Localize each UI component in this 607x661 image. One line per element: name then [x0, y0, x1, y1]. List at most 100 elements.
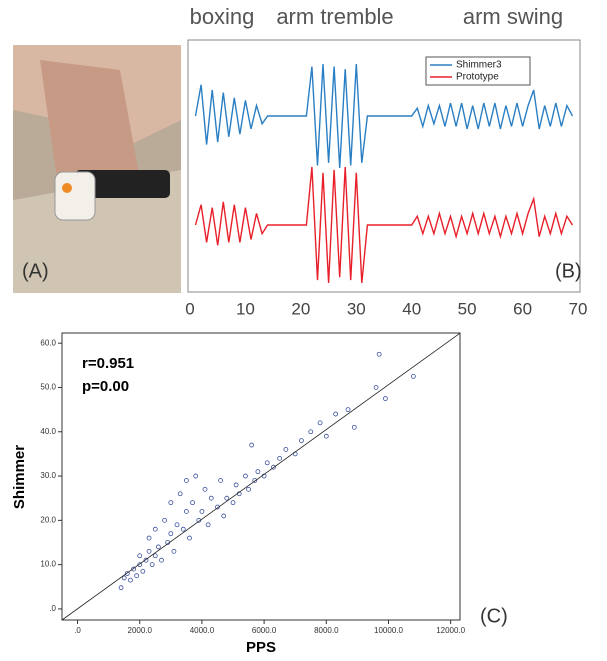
point: [146, 548, 152, 554]
point: [243, 473, 248, 479]
annotation: arm tremble: [276, 4, 393, 29]
point: [233, 482, 239, 488]
device-button: [62, 183, 72, 193]
point: [183, 509, 189, 514]
fit-line: [61, 332, 461, 621]
point: [137, 553, 143, 559]
x-tick-label: 10000.0: [374, 626, 403, 635]
point: [221, 513, 227, 519]
point: [168, 531, 174, 537]
point: [230, 500, 236, 506]
x-tick-label: 60: [513, 299, 532, 318]
annotation: p=0.00: [82, 378, 129, 395]
point: [277, 455, 283, 461]
x-tick-label: .0: [74, 626, 81, 635]
device: [54, 171, 96, 221]
point: [345, 407, 351, 413]
legend-box: [425, 56, 531, 86]
point: [373, 385, 379, 390]
point: [183, 478, 189, 483]
signal-line: [194, 63, 574, 169]
point: [171, 548, 177, 554]
signal-line: [194, 166, 574, 284]
point: [131, 566, 136, 572]
point: [159, 557, 164, 563]
point: [205, 522, 211, 528]
annotation: arm swing: [463, 4, 563, 29]
y-tick-label: 50.0: [40, 383, 56, 392]
point: [323, 433, 329, 439]
strap: [75, 170, 170, 198]
point: [128, 577, 133, 583]
point: [376, 351, 382, 357]
point: [271, 464, 276, 470]
point: [255, 469, 261, 475]
point: [308, 429, 314, 435]
point: [174, 522, 180, 528]
x-tick-label: 12000.0: [436, 626, 465, 635]
point: [121, 575, 127, 581]
y-tick-label: 60.0: [40, 338, 56, 347]
x-tick-label: 8000.0: [314, 626, 339, 635]
point: [155, 544, 161, 550]
annotation: boxing: [190, 4, 255, 29]
point: [177, 491, 183, 497]
y-tick-label: 10.0: [40, 560, 56, 569]
y-tick-label: .0: [49, 604, 56, 613]
point: [252, 478, 258, 483]
point: [149, 562, 155, 568]
point: [218, 478, 223, 483]
panel-label: (A): [22, 260, 49, 282]
y-tick-label: 30.0: [40, 471, 56, 480]
x-tick-label: 50: [458, 299, 477, 318]
x-tick-label: 6000.0: [252, 626, 277, 635]
y-axis-title: Shimmer: [11, 445, 28, 509]
x-tick-label: 4000.0: [190, 626, 215, 635]
point: [152, 526, 158, 532]
x-tick-label: 10: [236, 299, 255, 318]
point: [124, 571, 130, 576]
point: [249, 442, 255, 448]
x-tick-label: 70: [569, 299, 588, 318]
wrist: [40, 60, 140, 200]
legend-label: Shimmer3: [456, 60, 502, 71]
x-axis-title: PPS: [246, 639, 276, 656]
point: [152, 553, 158, 559]
y-tick-label: 20.0: [40, 515, 56, 524]
point: [410, 374, 416, 379]
point: [134, 573, 140, 579]
point: [137, 562, 143, 568]
point: [317, 420, 323, 426]
point: [146, 535, 152, 541]
point: [264, 460, 270, 466]
point: [283, 447, 289, 452]
point: [168, 500, 174, 506]
annotation: r=0.951: [82, 355, 134, 372]
y-tick-label: 40.0: [40, 427, 56, 436]
x-tick-label: 40: [402, 299, 421, 318]
point: [224, 495, 230, 501]
point: [202, 486, 208, 492]
point: [180, 526, 186, 532]
point: [215, 504, 220, 510]
photo: (A): [13, 45, 181, 293]
x-tick-label: 30: [347, 299, 366, 318]
point: [351, 424, 357, 430]
point: [190, 500, 195, 506]
point: [162, 517, 168, 523]
point: [246, 486, 251, 492]
x-tick-label: 0: [185, 299, 194, 318]
point: [199, 509, 205, 514]
legend-label: Prototype: [456, 72, 499, 83]
point: [140, 568, 146, 574]
panel-label: (B): [555, 260, 582, 282]
point: [299, 438, 304, 444]
panel-label: (C): [480, 605, 508, 627]
point: [118, 585, 124, 591]
x-tick-label: 2000.0: [128, 626, 153, 635]
point: [143, 557, 149, 563]
point: [193, 473, 199, 479]
point: [382, 396, 388, 401]
point: [187, 535, 192, 541]
point: [333, 411, 339, 417]
